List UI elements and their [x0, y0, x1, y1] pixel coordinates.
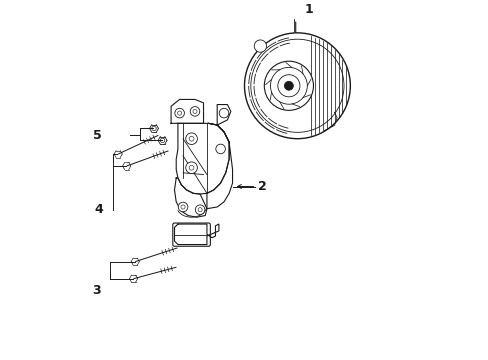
Circle shape	[185, 162, 197, 174]
Circle shape	[284, 81, 293, 90]
FancyBboxPatch shape	[172, 223, 210, 246]
Polygon shape	[174, 224, 219, 244]
Text: 1: 1	[304, 3, 312, 16]
Polygon shape	[174, 178, 206, 217]
Text: 2: 2	[258, 180, 266, 193]
Circle shape	[219, 108, 228, 118]
Circle shape	[244, 33, 349, 139]
Circle shape	[254, 40, 266, 52]
Polygon shape	[171, 99, 203, 123]
Circle shape	[178, 202, 187, 212]
Polygon shape	[176, 123, 229, 194]
Circle shape	[264, 61, 313, 111]
Polygon shape	[217, 104, 230, 125]
Text: 4: 4	[94, 203, 102, 216]
Circle shape	[185, 133, 197, 144]
Circle shape	[175, 108, 184, 118]
Text: 3: 3	[93, 284, 101, 297]
Circle shape	[195, 205, 204, 215]
Text: 5: 5	[92, 129, 101, 142]
Circle shape	[190, 107, 200, 116]
Circle shape	[215, 144, 225, 154]
Polygon shape	[206, 123, 232, 209]
